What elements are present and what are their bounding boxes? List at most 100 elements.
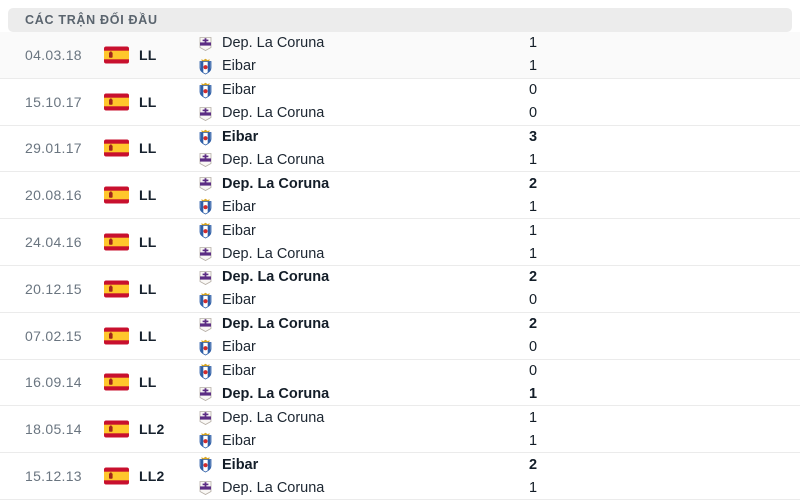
team-score: 1: [528, 479, 538, 496]
team-row-away[interactable]: Eibar 0: [198, 336, 800, 359]
spain-flag-icon: [104, 139, 129, 157]
eibar-crest-icon: [198, 339, 213, 356]
match-date: 04.03.18: [25, 46, 82, 63]
match-row[interactable]: 07.02.15 LL Dep. La Coruna 2 Eibar 0: [0, 312, 800, 360]
league-label: LL2: [139, 421, 165, 438]
match-list: 04.03.18 LL Dep. La Coruna 1 Eibar 1 15.…: [0, 32, 800, 500]
match-teams: Dep. La Coruna 2 Eibar 0: [198, 266, 800, 312]
match-row[interactable]: 20.08.16 LL Dep. La Coruna 2 Eibar 1: [0, 172, 800, 220]
team-row-home[interactable]: Eibar 0: [198, 79, 800, 102]
team-name: Dep. La Coruna: [222, 151, 325, 168]
team-row-home[interactable]: Dep. La Coruna 2: [198, 313, 800, 336]
match-date: 16.09.14: [25, 374, 82, 391]
match-row[interactable]: 16.09.14 LL Eibar 0 Dep. La Coruna 1: [0, 359, 800, 407]
team-row-away[interactable]: Eibar 1: [198, 429, 800, 452]
depor-crest-icon: [198, 409, 213, 426]
team-score: 3: [528, 129, 538, 146]
team-row-away[interactable]: Dep. La Coruna 1: [198, 148, 800, 171]
match-row[interactable]: 18.05.14 LL2 Dep. La Coruna 1 Eibar 1: [0, 406, 800, 454]
match-row[interactable]: 20.12.15 LL Dep. La Coruna 2 Eibar 0: [0, 265, 800, 313]
eibar-crest-icon: [198, 456, 213, 473]
team-score: 1: [528, 151, 538, 168]
team-score: 0: [528, 339, 538, 356]
match-row[interactable]: 29.01.17 LL Eibar 3 Dep. La Coruna 1: [0, 125, 800, 173]
match-row[interactable]: 24.04.16 LL Eibar 1 Dep. La Coruna 1: [0, 219, 800, 266]
eibar-crest-icon: [198, 292, 213, 309]
match-teams: Eibar 1 Dep. La Coruna 1: [198, 219, 800, 265]
team-row-home[interactable]: Eibar 3: [198, 126, 800, 149]
team-row-home[interactable]: Dep. La Coruna 1: [198, 32, 800, 55]
eibar-crest-icon: [198, 129, 213, 146]
team-row-away[interactable]: Eibar 1: [198, 195, 800, 218]
spain-flag-icon: [104, 467, 129, 485]
team-score: 2: [528, 175, 538, 192]
team-row-away[interactable]: Eibar 0: [198, 289, 800, 312]
team-name: Eibar: [222, 82, 256, 99]
match-row[interactable]: 04.03.18 LL Dep. La Coruna 1 Eibar 1: [0, 32, 800, 79]
spain-flag-icon: [104, 280, 129, 298]
team-name: Dep. La Coruna: [222, 245, 325, 262]
eibar-crest-icon: [198, 363, 213, 380]
team-name: Dep. La Coruna: [222, 175, 330, 192]
match-teams: Eibar 2 Dep. La Coruna 1: [198, 453, 800, 499]
team-row-home[interactable]: Dep. La Coruna 2: [198, 266, 800, 289]
team-name: Eibar: [222, 432, 256, 449]
spain-flag-icon: [104, 373, 129, 391]
eibar-crest-icon: [198, 198, 213, 215]
team-name: Eibar: [222, 58, 256, 75]
depor-crest-icon: [198, 269, 213, 286]
match-row[interactable]: 15.12.13 LL2 Eibar 2 Dep. La Coruna 1: [0, 453, 800, 500]
depor-crest-icon: [198, 151, 213, 168]
match-date: 15.12.13: [25, 468, 82, 485]
match-date: 15.10.17: [25, 93, 82, 110]
team-row-home[interactable]: Dep. La Coruna 2: [198, 172, 800, 195]
league-label: LL: [139, 280, 157, 297]
team-row-away[interactable]: Dep. La Coruna 1: [198, 382, 800, 405]
match-date: 24.04.16: [25, 234, 82, 251]
team-score: 1: [528, 198, 538, 215]
team-row-away[interactable]: Dep. La Coruna 1: [198, 476, 800, 499]
depor-crest-icon: [198, 35, 213, 52]
league-label: LL: [139, 374, 157, 391]
match-row[interactable]: 15.10.17 LL Eibar 0 Dep. La Coruna 0: [0, 78, 800, 126]
team-row-away[interactable]: Dep. La Coruna 0: [198, 102, 800, 125]
team-row-home[interactable]: Eibar 1: [198, 219, 800, 242]
team-row-home[interactable]: Dep. La Coruna 1: [198, 406, 800, 429]
team-score: 1: [528, 35, 538, 52]
league-label: LL: [139, 93, 157, 110]
depor-crest-icon: [198, 316, 213, 333]
team-row-away[interactable]: Eibar 1: [198, 55, 800, 78]
match-teams: Eibar 0 Dep. La Coruna 1: [198, 360, 800, 406]
spain-flag-icon: [104, 327, 129, 345]
depor-crest-icon: [198, 175, 213, 192]
eibar-crest-icon: [198, 222, 213, 239]
team-name: Eibar: [222, 363, 256, 380]
match-date: 29.01.17: [25, 140, 82, 157]
match-date: 18.05.14: [25, 421, 82, 438]
team-name: Eibar: [222, 339, 256, 356]
spain-flag-icon: [104, 186, 129, 204]
team-row-home[interactable]: Eibar 0: [198, 360, 800, 383]
match-date: 20.08.16: [25, 187, 82, 204]
team-name: Dep. La Coruna: [222, 105, 325, 122]
match-date: 20.12.15: [25, 280, 82, 297]
team-name: Eibar: [222, 456, 259, 473]
match-teams: Dep. La Coruna 2 Eibar 0: [198, 313, 800, 359]
team-score: 2: [528, 456, 538, 473]
team-name: Dep. La Coruna: [222, 35, 325, 52]
team-score: 1: [528, 58, 538, 75]
match-teams: Dep. La Coruna 1 Eibar 1: [198, 406, 800, 452]
team-row-home[interactable]: Eibar 2: [198, 453, 800, 476]
depor-crest-icon: [198, 245, 213, 262]
eibar-crest-icon: [198, 58, 213, 75]
team-row-away[interactable]: Dep. La Coruna 1: [198, 242, 800, 265]
team-name: Dep. La Coruna: [222, 269, 330, 286]
team-score: 0: [528, 82, 538, 99]
depor-crest-icon: [198, 479, 213, 496]
team-score: 1: [528, 385, 538, 402]
league-label: LL: [139, 46, 157, 63]
match-teams: Dep. La Coruna 2 Eibar 1: [198, 172, 800, 218]
depor-crest-icon: [198, 105, 213, 122]
eibar-crest-icon: [198, 432, 213, 449]
team-name: Eibar: [222, 222, 256, 239]
